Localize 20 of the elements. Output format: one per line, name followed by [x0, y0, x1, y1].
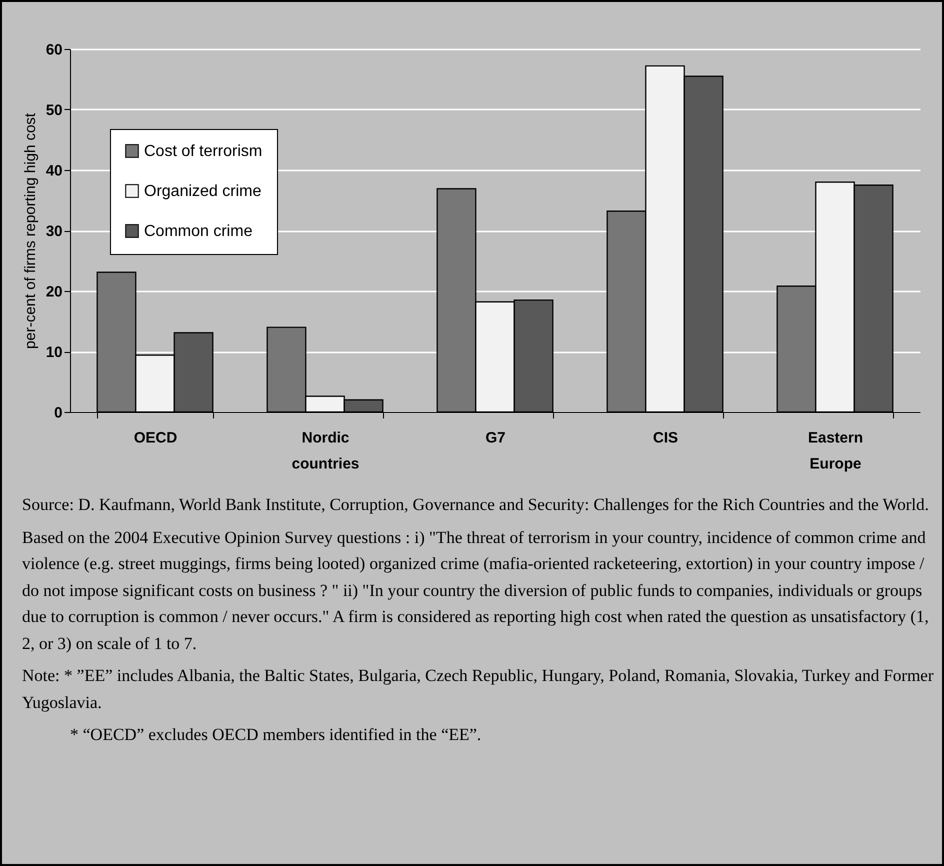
- legend-label: Organized crime: [144, 183, 262, 200]
- text: * “OECD” excludes OECD members identified in the “EE”.: [69, 724, 482, 746]
- x-tick-label: Eastern Europe: [808, 430, 864, 472]
- y-tick-label: 60: [46, 42, 62, 58]
- x-tick-label: CIS: [652, 430, 678, 446]
- y-tick-label: 50: [46, 102, 62, 119]
- y-axis-title: per-cent of firms reporting high cost: [22, 112, 39, 349]
- source-note: Source: D. Kaufmann, World Bank Institute, Corruption, Governance and Security: Challenges for the Rich Countries and the World.: [22, 494, 930, 516]
- y-tick-label: 20: [46, 284, 62, 300]
- y-tick-label: 10: [46, 344, 62, 361]
- y-tick-label: 40: [46, 162, 62, 180]
- x-tick-label: G7: [485, 430, 506, 446]
- text: Note: * ”EE” includes Albania, the Baltic States, Bulgaria, Czech Republic, Hungary, Poland, Romania, Slovakia, Turkey and Former Yugoslavia.: [22, 665, 935, 714]
- legend-label: Common crime: [144, 223, 253, 240]
- y-tick-label: 30: [46, 223, 62, 240]
- x-tick-label: OECD: [134, 430, 178, 446]
- legend-label: Cost of terrorism: [144, 143, 262, 160]
- x-tick-label: Nordic countries: [292, 430, 360, 472]
- y-tick-label: 0: [54, 404, 62, 422]
- text: Based on the 2004 Executive Opinion Survey questions : i) "The threat of terrorism in your country, incidence of common crime and violence (e.g. street muggings, firms being looted) organized crime (mafia-oriented racketeering, extortion) in your country impose / do not impose significant costs on business ? " ii) "In your country the diversion of public funds to companies, individuals or groups due to corruption is common / never occurs." A firm is considered as reporting high cost when rated the question as unsatisfactory (1, 2, or 3) on scale of 1 to 7.: [22, 526, 930, 654]
